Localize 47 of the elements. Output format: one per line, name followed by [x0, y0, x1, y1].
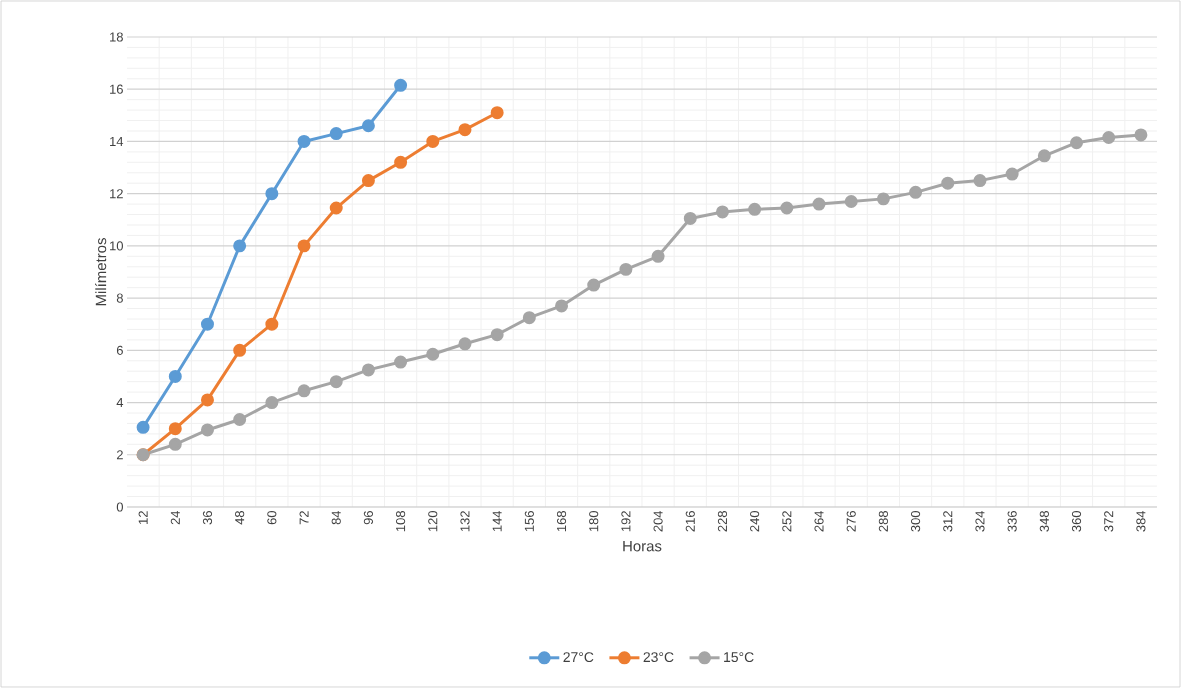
x-tick-label: 252	[782, 511, 792, 532]
legend-label: 23°C	[643, 652, 674, 663]
x-tick-label: 360	[1071, 511, 1082, 532]
x-tick-label: 300	[911, 511, 921, 532]
x-tick-label: 384	[1136, 510, 1146, 532]
y-tick-label: 18	[110, 32, 123, 42]
y-tick-label: 8	[116, 293, 123, 303]
x-tick-label: 132	[460, 511, 470, 532]
x-tick-label: 192	[621, 511, 631, 532]
y-tick-label: 4	[116, 398, 124, 407]
x-tick-label: 156	[524, 511, 534, 532]
x-tick-label: 84	[331, 510, 341, 525]
y-tick-label: 0	[116, 502, 123, 512]
y-tick-label: 10	[110, 241, 123, 251]
x-tick-label: 264	[814, 510, 824, 532]
x-tick-label: 144	[492, 510, 502, 532]
x-tick-label: 96	[363, 511, 373, 525]
x-tick-label: 312	[943, 511, 953, 532]
x-tick-label: 12	[138, 511, 148, 524]
x-tick-label: 348	[1039, 511, 1049, 532]
x-tick-label: 216	[685, 511, 695, 532]
x-tick-label: 108	[396, 511, 406, 532]
y-tick-label: 2	[116, 450, 123, 460]
x-tick-label: 180	[589, 511, 599, 532]
x-tick-label: 336	[1007, 511, 1017, 532]
x-tick-label: 48	[235, 511, 245, 525]
x-tick-label: 168	[556, 511, 567, 532]
legend-label: 27°C	[563, 652, 594, 663]
x-tick-label: 72	[299, 511, 309, 525]
y-tick-label: 12	[110, 189, 123, 199]
x-tick-label: 24	[170, 510, 180, 525]
y-tick-label: 14	[110, 136, 124, 146]
y-tick-label: 16	[110, 84, 123, 94]
x-tick-label: 324	[975, 510, 985, 532]
x-tick-label: 36	[202, 511, 213, 525]
x-tick-label: 288	[878, 511, 888, 532]
x-tick-label: 60	[267, 511, 277, 525]
x-tick-label: 228	[717, 511, 728, 532]
x-tick-label: 120	[428, 511, 438, 532]
y-tick-label: 6	[116, 345, 123, 355]
x-tick-label: 240	[750, 511, 760, 532]
y-axis-title: Milímetros	[95, 238, 107, 306]
x-tick-label: 276	[846, 511, 856, 532]
x-axis-title: Horas	[623, 540, 662, 552]
legend-label: 15°C	[724, 652, 754, 663]
x-tick-label: 372	[1104, 511, 1114, 532]
x-tick-label: 204	[653, 510, 663, 532]
